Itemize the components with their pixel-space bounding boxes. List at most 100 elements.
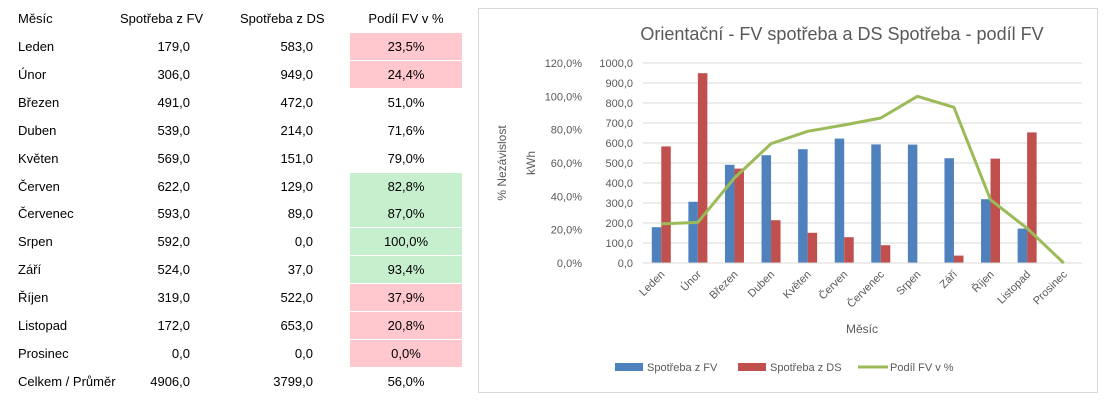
fv-cell: 0,0 <box>171 345 190 361</box>
fv-cell: 172,0 <box>157 318 190 333</box>
y2-tick-label: 80,0% <box>551 125 582 137</box>
total-ds: 3799,0 <box>273 373 313 389</box>
y-tick-label: 800,0 <box>605 98 633 110</box>
fv-bar <box>871 144 881 263</box>
y-tick-label: 100,0 <box>605 238 633 250</box>
pct-cell: 87,0% <box>350 200 462 228</box>
y2-tick-label: 100,0% <box>545 91 583 103</box>
legend-label: Spotřeba z FV <box>647 362 718 374</box>
month-cell: Listopad <box>18 318 68 333</box>
x-tick-label: Září <box>938 269 960 291</box>
fv-cell: 306,0 <box>157 66 190 82</box>
month-cell: Prosinec <box>18 345 69 361</box>
month-cell: Říjen <box>18 290 49 306</box>
ds-cell: 129,0 <box>280 178 313 194</box>
fv-bar <box>944 158 954 263</box>
pct-cell: 23,5% <box>350 33 462 60</box>
x-tick-label: Červen <box>816 268 850 302</box>
fv-bar <box>1017 228 1028 263</box>
ds-cell: 0,0 <box>294 234 313 250</box>
y2-tick-label: 0,0% <box>557 258 582 270</box>
y2-tick-label: 20,0% <box>551 225 582 237</box>
x-tick-label: Červenec <box>844 268 887 311</box>
fv-bar <box>798 149 808 263</box>
legend-swatch <box>615 363 643 371</box>
x-axis-title: Měsíc <box>846 322 878 336</box>
pct-cell: 37,9% <box>350 284 462 312</box>
x-tick-label: Leden <box>637 269 667 299</box>
fv-bar <box>688 201 698 263</box>
legend-label: Spotřeba z DS <box>770 362 842 374</box>
pct-cell: 93,4% <box>350 256 462 284</box>
column-header: Podíl FV v % <box>368 11 444 26</box>
fv-cell: 524,0 <box>157 262 190 278</box>
ds-bar <box>844 237 854 263</box>
fv-cell: 622,0 <box>157 178 190 194</box>
fv-cell: 593,0 <box>157 206 190 222</box>
month-cell: Duben <box>18 122 57 138</box>
legend-label: Podíl FV v % <box>890 362 954 374</box>
y2-tick-label: 120,0% <box>545 58 583 70</box>
y2-tick-label: 60,0% <box>551 158 582 170</box>
pct-cell: 82,8% <box>350 172 462 200</box>
column-header: Měsíc <box>18 11 53 26</box>
month-cell: Červenec <box>18 206 74 222</box>
y-tick-label: 600,0 <box>605 138 633 150</box>
month-cell: Únor <box>18 66 47 82</box>
x-tick-label: Říjen <box>969 268 996 295</box>
fv-bar <box>724 164 735 263</box>
month-cell: Leden <box>18 39 55 54</box>
ds-bar <box>1027 132 1037 263</box>
ds-cell: 653,0 <box>280 318 313 333</box>
total-fv: 4906,0 <box>150 373 190 389</box>
pct-cell: 79,0% <box>387 150 425 166</box>
fv-cell: 319,0 <box>157 290 190 306</box>
fv-cell: 491,0 <box>157 94 190 110</box>
y-tick-label: 900,0 <box>605 78 633 90</box>
y-tick-label: 0,0 <box>618 258 633 270</box>
fv-bar <box>761 155 772 263</box>
fv-cell: 569,0 <box>157 150 190 166</box>
month-cell: Září <box>18 262 42 278</box>
ds-bar <box>953 255 964 263</box>
ds-bar <box>807 232 818 263</box>
ds-cell: 0,0 <box>294 345 313 361</box>
pct-cell: 0,0% <box>350 339 462 367</box>
pct-cell: 24,4% <box>350 60 462 88</box>
y-tick-label: 300,0 <box>605 198 633 210</box>
fv-bar <box>834 138 845 263</box>
total-pct: 56,0% <box>387 373 425 389</box>
ds-cell: 949,0 <box>280 66 313 82</box>
column-header: Spotřeba z FV <box>120 11 204 26</box>
x-tick-label: Březen <box>707 269 740 302</box>
ds-cell: 151,0 <box>280 150 313 166</box>
pct-line <box>661 94 1065 265</box>
y-tick-label: 400,0 <box>605 178 633 190</box>
ds-bar <box>661 146 671 263</box>
ds-bar <box>880 245 891 263</box>
y-tick-label: 200,0 <box>605 218 633 230</box>
ds-cell: 472,0 <box>280 94 313 110</box>
y2-axis-title: % Nezávislost <box>495 125 509 201</box>
total-label: Celkem / Průměr <box>18 373 116 389</box>
month-cell: Květen <box>18 150 59 166</box>
fv-bar <box>981 199 991 263</box>
ds-cell: 214,0 <box>280 122 313 138</box>
y-tick-label: 500,0 <box>605 158 633 170</box>
x-tick-label: Únor <box>678 268 704 294</box>
legend-swatch <box>738 363 766 371</box>
fv-bar <box>651 227 662 263</box>
y-tick-label: 700,0 <box>605 118 633 130</box>
ds-bar <box>697 73 708 263</box>
ds-bar <box>734 168 744 263</box>
ds-bar <box>771 220 781 263</box>
y-axis-title: kWh <box>524 151 538 175</box>
month-cell: Červen <box>18 178 60 194</box>
y2-tick-label: 40,0% <box>551 191 582 203</box>
fv-cell: 179,0 <box>157 39 190 54</box>
pct-cell: 51,0% <box>387 94 425 110</box>
ds-cell: 583,0 <box>280 39 313 54</box>
x-tick-label: Duben <box>746 269 777 300</box>
fv-bar <box>907 144 918 263</box>
column-header: Spotřeba z DS <box>240 11 325 26</box>
